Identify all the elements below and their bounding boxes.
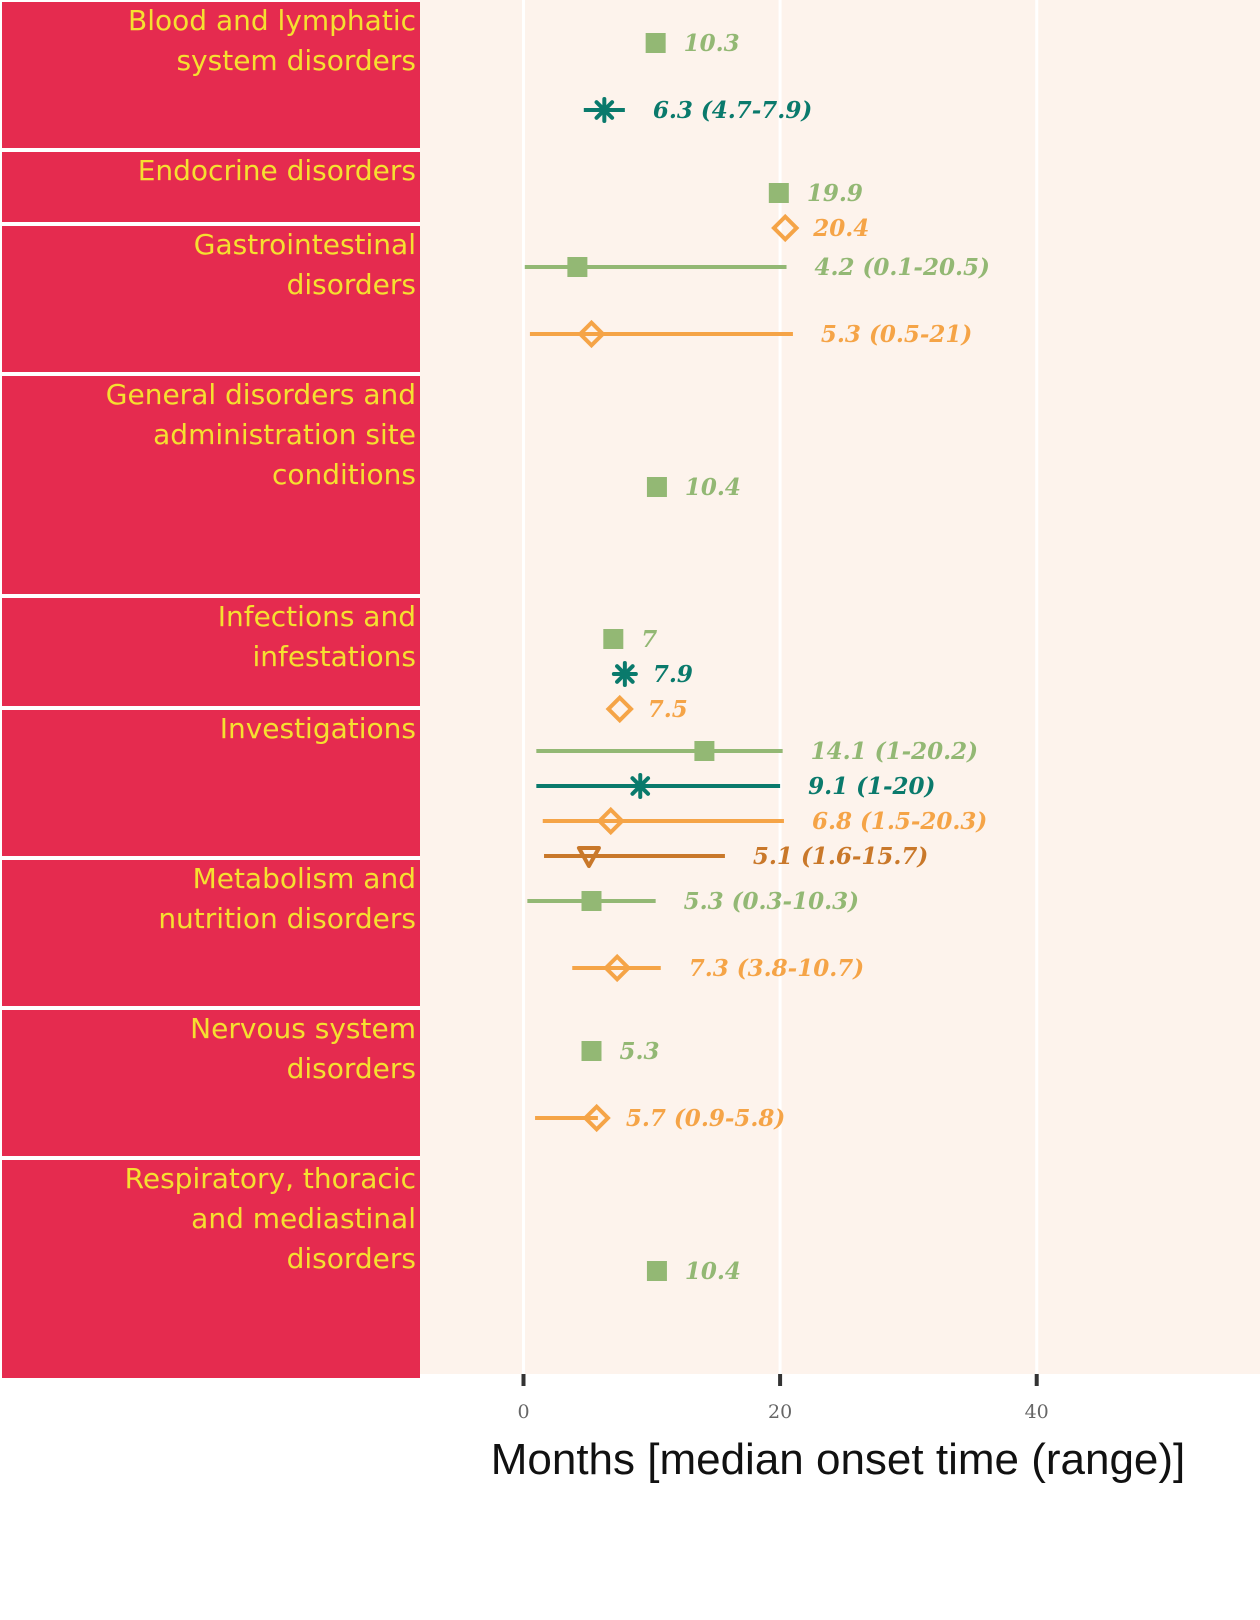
category-label: Investigations (220, 712, 416, 745)
square-marker (567, 257, 588, 277)
data-label: 6.8 (1.5-20.3) (812, 808, 987, 835)
plot-panel (420, 0, 1260, 1374)
data-label: 10.4 (685, 1258, 741, 1285)
x-tick-label: 20 (768, 1401, 792, 1423)
asterisk-marker (611, 661, 638, 687)
data-label: 20.4 (812, 215, 869, 242)
data-point: 5.3 (581, 1038, 660, 1065)
data-point: 6.3 (4.7-7.9) (583, 97, 812, 124)
data-point: 4.2 (0.1-20.5) (524, 254, 990, 281)
data-label: 6.3 (4.7-7.9) (653, 97, 812, 124)
data-label: 10.4 (685, 474, 741, 501)
square-marker (646, 477, 667, 497)
data-label: 19.9 (807, 180, 863, 207)
category-strip (2, 598, 420, 706)
category-strip (2, 152, 420, 222)
data-label: 5.3 (0.3-10.3) (684, 888, 859, 915)
data-label: 4.2 (0.1-20.5) (815, 254, 990, 281)
diamond-marker (577, 319, 606, 349)
data-point: 7 (603, 626, 657, 653)
grid-lines (522, 0, 1039, 1374)
data-point: 7.5 (605, 694, 688, 724)
data-label: 7.5 (648, 696, 688, 723)
diamond-marker (605, 694, 634, 724)
data-point: 7.3 (3.8-10.7) (572, 953, 864, 983)
diamond-marker (603, 953, 632, 983)
square-marker (694, 741, 715, 761)
data-point: 6.8 (1.5-20.3) (542, 806, 987, 836)
data-point: 5.1 (1.6-15.7) (544, 843, 928, 870)
category-label: Nervous system disorders (190, 1012, 416, 1085)
square-marker (581, 1041, 602, 1061)
data-point: 19.9 (768, 180, 863, 207)
category-label: General disorders and administration site… (106, 378, 416, 491)
category-label: Blood and lymphatic system disorders (128, 4, 416, 77)
category-label: Respiratory, thoracic and mediastinal diso… (125, 1162, 416, 1275)
data-label: 7.9 (653, 661, 693, 688)
data-point: 7.9 (611, 661, 693, 688)
data-point: 5.3 (0.5-21) (529, 319, 972, 349)
data-point: 5.7 (0.9-5.8) (535, 1103, 785, 1133)
diamond-marker (582, 1103, 611, 1133)
data-label: 5.7 (0.9-5.8) (626, 1105, 785, 1132)
data-label: 5.3 (619, 1038, 659, 1065)
data-label: 5.3 (0.5-21) (821, 321, 972, 348)
panel-background (420, 0, 1260, 1374)
square-marker (646, 1261, 667, 1281)
diamond-marker (771, 213, 800, 243)
data-point: 14.1 (1-20.2) (536, 738, 978, 765)
data-marks: 10.3 6.3 (4.7-7.9) 19.9 20.4 4.2 (0.1-20.5) 5… (524, 30, 990, 1285)
data-point: 5.3 (0.3-10.3) (527, 888, 859, 915)
x-axis-title: Months [median onset time (range)] (491, 1435, 1186, 1484)
data-label: 9.1 (1-20) (808, 773, 935, 800)
category-strips: Blood and lymphatic system disorders Endoc… (2, 2, 420, 1378)
category-strip (2, 376, 420, 594)
asterisk-marker (591, 97, 618, 123)
category-label: Gastrointestinal disorders (194, 228, 416, 301)
data-label: 7.3 (3.8-10.7) (689, 955, 864, 982)
asterisk-marker (627, 773, 654, 799)
category-strip (2, 860, 420, 1006)
x-axis: 0 20 40 (517, 1374, 1049, 1423)
x-tick-label: 0 (517, 1401, 529, 1423)
category-label: Infections and infestations (218, 600, 416, 673)
square-marker (768, 183, 789, 203)
data-point: 10.3 (645, 30, 740, 57)
category-strip (2, 1160, 420, 1378)
category-strip (2, 710, 420, 856)
x-tick-label: 40 (1025, 1401, 1049, 1423)
data-point: 20.4 (771, 213, 869, 243)
category-strip (2, 1010, 420, 1156)
square-marker (645, 33, 666, 53)
category-label: Metabolism and nutrition disorders (158, 862, 416, 935)
data-label: 10.3 (684, 30, 740, 57)
category-strip (2, 2, 420, 148)
category-strip (2, 226, 420, 372)
data-point: 9.1 (1-20) (536, 773, 935, 800)
data-label: 5.1 (1.6-15.7) (753, 843, 928, 870)
category-label: Endocrine disorders (138, 154, 416, 187)
square-marker (603, 629, 624, 649)
data-point: 10.4 (646, 474, 741, 501)
square-marker (581, 891, 602, 911)
data-point: 10.4 (646, 1258, 741, 1285)
data-label: 14.1 (1-20.2) (811, 738, 978, 765)
data-label: 7 (641, 626, 657, 653)
triangle-marker (576, 846, 601, 868)
diamond-marker (596, 806, 625, 836)
